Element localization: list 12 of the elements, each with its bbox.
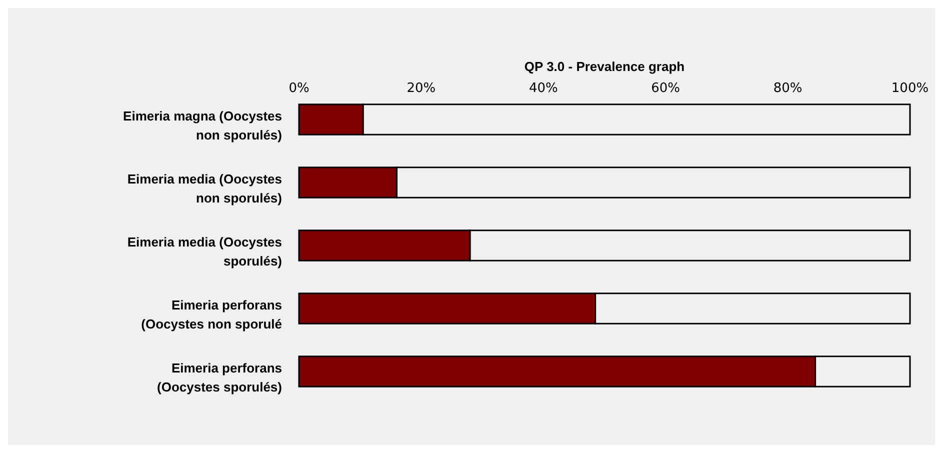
x-tick-label: 80% (773, 81, 802, 96)
y-tick-label: Eimeria magna (Oocystes non sporulés) (123, 108, 282, 142)
y-tick-label: Eimeria perforans (Oocystes non sporulé (141, 298, 282, 332)
x-tick-label: 0% (288, 81, 310, 96)
chart-title: QP 3.0 - Prevalence graph (524, 59, 685, 74)
y-tick-label: Eimeria media (Oocystes sporulés) (127, 234, 282, 268)
x-tick-label: 20% (406, 81, 436, 96)
y-tick-label: Eimeria perforans (Oocystes sporulés) (157, 360, 282, 394)
x-tick-label: 40% (528, 81, 558, 96)
x-tick-label: 60% (651, 81, 680, 96)
x-tick-label: 100% (891, 81, 929, 96)
y-tick-label: Eimeria media (Oocystes non sporulés) (127, 172, 282, 206)
